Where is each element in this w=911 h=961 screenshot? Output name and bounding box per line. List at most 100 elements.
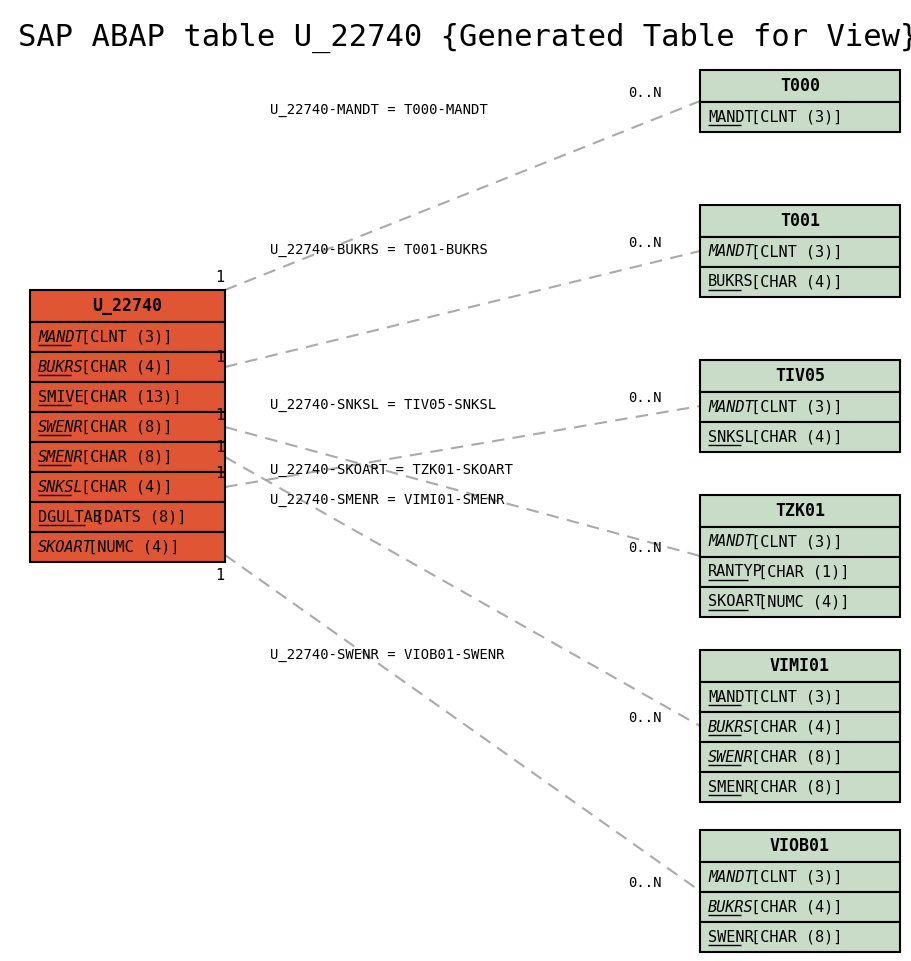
- Text: TZK01: TZK01: [774, 502, 824, 520]
- Text: 1: 1: [215, 440, 224, 456]
- Text: 0..N: 0..N: [628, 541, 660, 555]
- Text: VIOB01: VIOB01: [769, 837, 829, 855]
- Text: U_22740-SWENR = VIOB01-SWENR: U_22740-SWENR = VIOB01-SWENR: [270, 648, 504, 662]
- Text: U_22740-BUKRS = T001-BUKRS: U_22740-BUKRS = T001-BUKRS: [270, 243, 487, 257]
- Text: 1: 1: [215, 270, 224, 285]
- Text: U_22740: U_22740: [92, 297, 162, 315]
- Text: 0..N: 0..N: [628, 236, 660, 250]
- Text: MANDT: MANDT: [707, 870, 752, 884]
- Text: 1: 1: [215, 407, 224, 423]
- Text: SNKSL: SNKSL: [707, 430, 752, 445]
- Bar: [700, 422, 899, 452]
- Bar: [700, 830, 899, 862]
- Text: MANDT: MANDT: [707, 110, 752, 125]
- Bar: [700, 527, 899, 557]
- Text: 1: 1: [215, 351, 224, 365]
- Bar: [700, 922, 899, 952]
- Text: 1: 1: [215, 466, 224, 481]
- Bar: [700, 392, 899, 422]
- Text: MANDT: MANDT: [707, 244, 752, 259]
- Bar: [700, 650, 899, 682]
- Bar: [700, 772, 899, 802]
- Text: BUKRS: BUKRS: [707, 899, 752, 915]
- Text: VIMI01: VIMI01: [769, 657, 829, 675]
- Text: RANTYP: RANTYP: [707, 564, 762, 579]
- Text: [CHAR (13)]: [CHAR (13)]: [72, 389, 181, 405]
- Text: SWENR: SWENR: [707, 929, 752, 945]
- Text: T001: T001: [779, 212, 819, 230]
- Bar: [30, 290, 225, 322]
- Text: U_22740-MANDT = T000-MANDT: U_22740-MANDT = T000-MANDT: [270, 103, 487, 117]
- Text: [CHAR (4)]: [CHAR (4)]: [72, 480, 172, 495]
- Text: [CLNT (3)]: [CLNT (3)]: [742, 110, 842, 125]
- Bar: [30, 502, 225, 532]
- Text: [CHAR (8)]: [CHAR (8)]: [742, 750, 842, 765]
- Text: 0..N: 0..N: [628, 86, 660, 100]
- Bar: [700, 587, 899, 617]
- Bar: [700, 892, 899, 922]
- Text: [NUMC (4)]: [NUMC (4)]: [79, 539, 179, 554]
- Text: [DATS (8)]: [DATS (8)]: [86, 509, 186, 525]
- Bar: [700, 360, 899, 392]
- Text: U_22740-SKOART = TZK01-SKOART: U_22740-SKOART = TZK01-SKOART: [270, 463, 512, 477]
- Text: [CLNT (3)]: [CLNT (3)]: [742, 534, 842, 550]
- Text: SMENR: SMENR: [707, 779, 752, 795]
- Text: 0..N: 0..N: [628, 876, 660, 890]
- Bar: [700, 70, 899, 102]
- Bar: [30, 442, 225, 472]
- Text: SKOART: SKOART: [38, 539, 93, 554]
- Text: MANDT: MANDT: [707, 400, 752, 414]
- Text: MANDT: MANDT: [707, 534, 752, 550]
- Text: MANDT: MANDT: [38, 330, 84, 344]
- Text: [NUMC (4)]: [NUMC (4)]: [748, 595, 848, 609]
- Text: [CHAR (8)]: [CHAR (8)]: [72, 420, 172, 434]
- Bar: [30, 382, 225, 412]
- Text: [CLNT (3)]: [CLNT (3)]: [72, 330, 172, 344]
- Text: [CHAR (8)]: [CHAR (8)]: [742, 779, 842, 795]
- Bar: [700, 205, 899, 237]
- Text: SWENR: SWENR: [38, 420, 84, 434]
- Text: DGULTAB: DGULTAB: [38, 509, 102, 525]
- Text: SMENR: SMENR: [38, 450, 84, 464]
- Bar: [700, 862, 899, 892]
- Text: BUKRS: BUKRS: [707, 275, 752, 289]
- Text: BUKRS: BUKRS: [707, 720, 752, 734]
- Text: SMIVE: SMIVE: [38, 389, 84, 405]
- Text: [CHAR (8)]: [CHAR (8)]: [742, 929, 842, 945]
- Bar: [700, 712, 899, 742]
- Text: U_22740-SMENR = VIMI01-SMENR: U_22740-SMENR = VIMI01-SMENR: [270, 493, 504, 507]
- Bar: [30, 532, 225, 562]
- Text: 1: 1: [215, 568, 224, 582]
- Text: [CLNT (3)]: [CLNT (3)]: [742, 244, 842, 259]
- Text: MANDT: MANDT: [707, 689, 752, 704]
- Bar: [30, 352, 225, 382]
- Bar: [30, 322, 225, 352]
- Bar: [700, 237, 899, 267]
- Bar: [700, 742, 899, 772]
- Text: [CHAR (4)]: [CHAR (4)]: [742, 430, 842, 445]
- Text: SWENR: SWENR: [707, 750, 752, 765]
- Text: [CLNT (3)]: [CLNT (3)]: [742, 689, 842, 704]
- Text: [CHAR (8)]: [CHAR (8)]: [72, 450, 172, 464]
- Text: 0..N: 0..N: [628, 711, 660, 725]
- Bar: [700, 267, 899, 297]
- Text: [CHAR (4)]: [CHAR (4)]: [742, 720, 842, 734]
- Text: [CHAR (4)]: [CHAR (4)]: [742, 275, 842, 289]
- Text: BUKRS: BUKRS: [38, 359, 84, 375]
- Text: [CHAR (4)]: [CHAR (4)]: [72, 359, 172, 375]
- Text: TIV05: TIV05: [774, 367, 824, 385]
- Bar: [700, 495, 899, 527]
- Bar: [30, 412, 225, 442]
- Text: [CHAR (4)]: [CHAR (4)]: [742, 899, 842, 915]
- Text: 0..N: 0..N: [628, 391, 660, 405]
- Text: SAP ABAP table U_22740 {Generated Table for View}: SAP ABAP table U_22740 {Generated Table …: [18, 23, 911, 53]
- Bar: [700, 557, 899, 587]
- Bar: [30, 472, 225, 502]
- Text: [CHAR (1)]: [CHAR (1)]: [748, 564, 848, 579]
- Text: SNKSL: SNKSL: [38, 480, 84, 495]
- Text: [CLNT (3)]: [CLNT (3)]: [742, 400, 842, 414]
- Text: T000: T000: [779, 77, 819, 95]
- Bar: [700, 102, 899, 132]
- Bar: [700, 682, 899, 712]
- Text: [CLNT (3)]: [CLNT (3)]: [742, 870, 842, 884]
